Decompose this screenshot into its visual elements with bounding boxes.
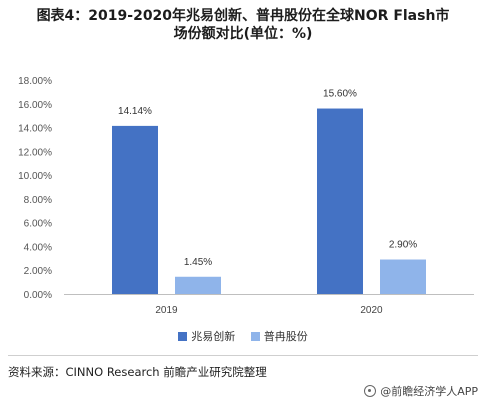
y-tick-label: 16.00% bbox=[18, 100, 52, 111]
chart-legend: 兆易创新 普冉股份 bbox=[0, 328, 486, 344]
x-tick-label: 2020 bbox=[360, 305, 383, 316]
legend-swatch-series2 bbox=[250, 331, 260, 341]
x-tick-label: 2019 bbox=[155, 305, 178, 316]
y-tick-label: 14.00% bbox=[18, 124, 52, 135]
chart-title-line1: 图表4：2019-2020年兆易创新、普冉股份在全球NOR Flash市 bbox=[36, 8, 450, 24]
legend-label-series1: 兆易创新 bbox=[191, 330, 236, 343]
data-label: 15.60% bbox=[323, 89, 357, 100]
bar-chart: 0.00% 2.00% 4.00% 6.00% 8.00% 10.00% 12.00% 14.… bbox=[18, 76, 474, 316]
y-tick-label: 4.00% bbox=[24, 242, 52, 253]
brand-text: @前瞻经济学人APP bbox=[380, 385, 478, 398]
chart-title-line2: 场份额对比(单位：%) bbox=[173, 26, 313, 42]
legend-item-series2: 普冉股份 bbox=[250, 328, 308, 344]
data-label: 14.14% bbox=[118, 106, 152, 117]
source-note: 资料来源：CINNO Research 前瞻产业研究院整理 bbox=[8, 365, 267, 379]
data-label: 2.90% bbox=[389, 240, 417, 251]
y-tick-label: 2.00% bbox=[24, 266, 52, 277]
y-tick-label: 10.00% bbox=[18, 171, 52, 182]
y-tick-label: 12.00% bbox=[18, 147, 52, 158]
bar-series1-2019 bbox=[112, 125, 158, 294]
y-tick-label: 8.00% bbox=[24, 195, 52, 206]
y-tick-label: 0.00% bbox=[24, 290, 52, 301]
chart-title: 图表4：2019-2020年兆易创新、普冉股份在全球NOR Flash市 场份额… bbox=[0, 7, 486, 43]
legend-item-series1: 兆易创新 bbox=[178, 328, 235, 344]
legend-swatch-series1 bbox=[178, 331, 188, 341]
legend-label-series2: 普冉股份 bbox=[263, 330, 308, 343]
bar-series1-2020 bbox=[317, 108, 363, 295]
footer-divider bbox=[8, 355, 478, 356]
y-tick-label: 18.00% bbox=[18, 76, 52, 87]
data-label: 1.45% bbox=[184, 257, 212, 268]
brand-tag: @前瞻经济学人APP bbox=[364, 383, 478, 399]
brand-logo-icon bbox=[364, 385, 377, 397]
y-tick-label: 6.00% bbox=[24, 219, 52, 230]
bar-series2-2019 bbox=[175, 276, 221, 294]
bar-series2-2020 bbox=[380, 259, 426, 294]
